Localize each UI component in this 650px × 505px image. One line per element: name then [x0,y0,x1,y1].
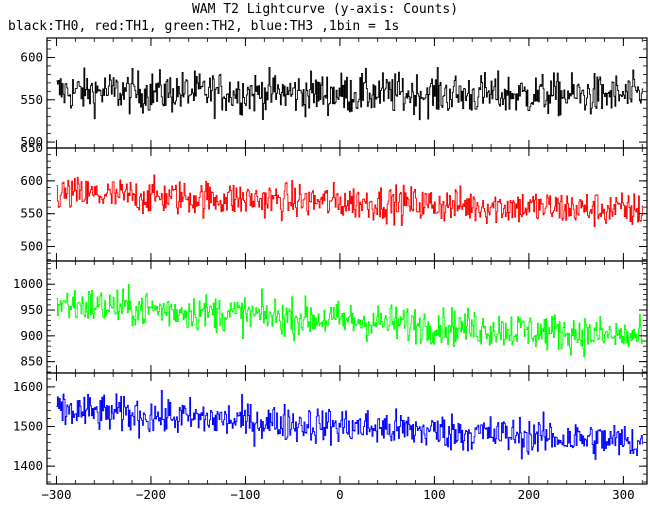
y-tick-label: 500 [20,239,43,254]
y-tick-label: 650 [20,140,43,155]
y-tick-label: 600 [20,49,43,64]
x-tick-label: 300 [612,487,635,502]
y-tick-label: 900 [20,328,43,343]
y-tick-label: 550 [20,206,43,221]
y-tick-label: 1000 [13,276,43,291]
y-tick-label: 950 [20,302,43,317]
series-line-TH0 [56,67,644,121]
x-tick-label: −200 [136,487,166,502]
y-tick-label: 1500 [13,419,43,434]
y-tick-label: 1400 [13,458,43,473]
x-tick-label: −100 [230,487,260,502]
y-tick-label: 1600 [13,379,43,394]
y-tick-label: 550 [20,92,43,107]
series-line-TH2 [56,283,644,358]
y-tick-label: 500 [20,134,43,149]
panel-frame [46,260,648,374]
chart-subtitle: black:TH0, red:TH1, green:TH2, blue:TH3 … [8,19,400,34]
y-tick-label: 600 [20,173,43,188]
y-tick-label: 850 [20,354,43,369]
series-line-TH1 [56,174,644,227]
series-line-TH3 [56,389,644,460]
panel-frame [46,372,648,485]
x-tick-label: 200 [518,487,541,502]
x-tick-label: 0 [336,487,344,502]
panel-frame [46,37,648,149]
x-tick-label: −300 [41,487,71,502]
x-tick-label: 100 [423,487,446,502]
chart-title: WAM T2 Lightcurve (y-axis: Counts) [191,2,459,17]
